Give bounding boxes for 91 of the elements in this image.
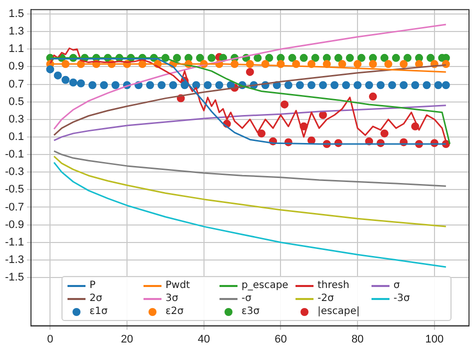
legend-label: -3σ (394, 293, 410, 304)
point (296, 81, 304, 90)
point (254, 54, 262, 62)
point (69, 78, 78, 86)
y-tick-label: 1.3 (8, 26, 24, 38)
point (208, 54, 216, 62)
point (426, 54, 435, 62)
y-tick-label: -0.1 (4, 148, 24, 161)
x-tick-label: 60 (274, 333, 287, 346)
point (368, 60, 377, 68)
y-tick-label: 1.5 (8, 8, 24, 20)
legend-label: Pwdt (166, 280, 190, 291)
y-tick-label: 0.7 (8, 78, 24, 90)
x-tick-label: 80 (351, 333, 364, 346)
y-tick-label: -0.3 (4, 166, 24, 178)
y-tick-label: 0.1 (8, 130, 24, 143)
point (215, 81, 224, 90)
legend-label: |escape| (318, 306, 360, 317)
point (265, 54, 274, 62)
point (400, 81, 408, 90)
x-tick-label: 100 (425, 333, 444, 346)
point (442, 81, 450, 90)
point (196, 54, 204, 62)
y-tick-label: -1.3 (4, 254, 24, 266)
y-tick-label: -0.7 (4, 201, 24, 214)
point (258, 129, 266, 138)
legend-label: p_escape (242, 280, 288, 291)
point (172, 54, 181, 62)
point (388, 81, 396, 90)
y-tick-label: 1.1 (8, 43, 24, 56)
x-tick-label: 0 (47, 333, 54, 346)
point (46, 65, 54, 74)
point (380, 54, 388, 62)
point (342, 81, 350, 90)
y-tick-label: -1.1 (4, 236, 24, 248)
point (365, 81, 374, 90)
legend-label: ε3σ (242, 306, 260, 317)
point (246, 68, 254, 76)
point (318, 111, 327, 119)
point (330, 81, 339, 90)
point (354, 60, 362, 68)
point (392, 54, 400, 62)
point (100, 81, 108, 90)
point (400, 60, 408, 68)
point (368, 92, 377, 101)
point (88, 81, 96, 90)
point (169, 81, 178, 90)
point (318, 81, 327, 90)
y-tick-label: 0.5 (8, 96, 24, 108)
point (380, 129, 388, 138)
point (434, 81, 442, 90)
point (384, 60, 392, 68)
point (311, 54, 320, 62)
point (192, 81, 200, 90)
point (334, 54, 342, 62)
point (54, 71, 62, 80)
x-tick-label: 20 (120, 333, 134, 346)
point (280, 100, 289, 108)
point (111, 81, 120, 90)
point (404, 54, 412, 62)
point (422, 81, 431, 90)
y-tick-label: -1.5 (4, 272, 24, 284)
point (204, 81, 212, 90)
legend-label: -σ (242, 293, 252, 304)
y-tick-label: 0.9 (8, 60, 24, 73)
point (146, 81, 154, 90)
legend-label: ε2σ (166, 306, 184, 317)
point (62, 76, 70, 84)
point (76, 79, 85, 88)
point (411, 81, 420, 90)
point (158, 81, 166, 90)
point (376, 81, 385, 90)
point (288, 54, 296, 62)
y-tick-label: -0.9 (4, 218, 24, 231)
point (346, 54, 354, 62)
point (284, 81, 292, 90)
legend-label: 2σ (90, 293, 102, 304)
legend-label: -2σ (318, 293, 334, 304)
point (307, 81, 316, 90)
legend-label: ε1σ (90, 306, 108, 317)
legend-label: thresh (318, 280, 350, 291)
legend-label: σ (394, 280, 400, 291)
legend-label: P (90, 280, 96, 291)
legend-label: 3σ (166, 293, 178, 304)
point (180, 81, 189, 90)
x-tick-label: 40 (198, 333, 210, 346)
point (300, 54, 308, 62)
point (357, 54, 366, 62)
y-tick-label: 0.3 (8, 113, 24, 126)
point (354, 81, 362, 90)
y-tick-label: -0.5 (4, 184, 24, 196)
